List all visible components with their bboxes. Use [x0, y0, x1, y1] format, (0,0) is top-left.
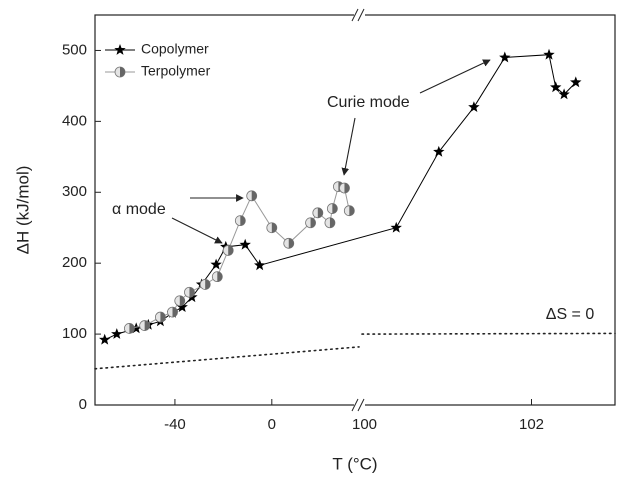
marker [550, 81, 562, 93]
marker [266, 222, 278, 234]
marker [130, 322, 142, 334]
y-tick-label: 300 [62, 183, 87, 200]
plot-area: 0 100 200 300 400 500 -40 0 100 102 [62, 41, 616, 433]
marker [305, 217, 316, 229]
axis-break [351, 8, 365, 412]
marker [433, 145, 445, 157]
marker [570, 76, 582, 88]
marker [312, 207, 324, 219]
marker [111, 328, 123, 339]
marker [499, 51, 511, 63]
y-tick-label: 400 [62, 112, 87, 129]
marker [222, 245, 234, 256]
marker [324, 217, 336, 229]
marker [99, 333, 111, 345]
marker [390, 221, 402, 233]
marker [123, 323, 135, 334]
marker [246, 190, 258, 202]
marker [199, 279, 211, 290]
marker [211, 271, 223, 283]
x-axis-label: T (°C) [332, 454, 377, 473]
marker [254, 259, 266, 271]
marker [468, 101, 480, 112]
y-axis-label: ΔH (kJ/mol) [13, 166, 32, 255]
x-tick-label: -40 [164, 416, 186, 433]
marker [210, 258, 222, 270]
marker [558, 88, 570, 100]
annotation-arrows [171, 59, 491, 244]
marker [176, 301, 188, 312]
marker [167, 306, 178, 318]
legend: Copolymer Terpolymer [105, 41, 211, 79]
x-tick-label: 0 [268, 416, 276, 433]
marker [174, 295, 186, 307]
marker [343, 205, 355, 217]
marker [114, 66, 126, 78]
marker [184, 286, 195, 298]
x-tick-label: 100 [352, 416, 377, 433]
marker [139, 320, 151, 331]
y-tick-label: 100 [62, 325, 87, 342]
marker [239, 238, 251, 250]
marker [326, 203, 338, 214]
y-tick-label: 0 [79, 396, 87, 413]
marker [154, 311, 166, 323]
y-tick-label: 200 [62, 254, 87, 271]
marker [283, 237, 295, 249]
reference-label: ΔS = 0 [546, 306, 595, 323]
reference-line [94, 332, 616, 370]
marker [234, 215, 246, 227]
marker [114, 44, 126, 55]
legend-label: Terpolymer [141, 63, 211, 79]
x-tick-label: 102 [519, 416, 544, 433]
annotation: Curie mode [327, 94, 410, 111]
marker [339, 182, 350, 194]
marker [543, 48, 555, 60]
annotation: α mode [112, 201, 166, 218]
legend-label: Copolymer [141, 41, 209, 57]
y-tick-label: 500 [62, 41, 87, 58]
